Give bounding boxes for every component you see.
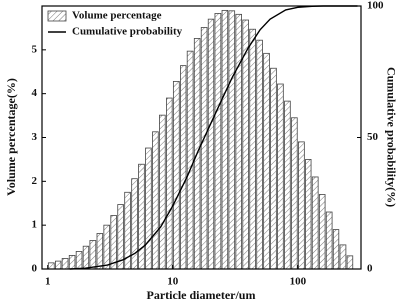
x-axis-title: Particle diameter/um (147, 288, 256, 302)
y2-tick-label: 50 (367, 131, 379, 143)
bar (249, 28, 256, 270)
y2-axis-title: Cumulative probability(%) (384, 67, 398, 207)
bar (263, 52, 270, 270)
bar (138, 163, 145, 270)
plot-area (47, 5, 358, 270)
bar (145, 147, 152, 270)
bar (298, 141, 305, 270)
bar (47, 262, 55, 270)
y-tick-label: 1 (32, 219, 38, 231)
legend-label: Cumulative probability (72, 26, 183, 38)
bar (228, 10, 236, 270)
x-tick-label: 100 (290, 276, 307, 288)
x-tick-label: 1 (45, 276, 51, 288)
bar (200, 27, 208, 270)
bar (172, 80, 180, 270)
bar (166, 97, 173, 270)
x-tick-label: 10 (167, 276, 179, 288)
y2-tick-label: 0 (367, 263, 373, 275)
bar (68, 255, 76, 270)
bar (235, 13, 242, 270)
bar (96, 233, 104, 270)
bar (186, 50, 194, 270)
y-tick-label: 3 (32, 131, 38, 143)
bar (305, 159, 312, 270)
bar (89, 240, 97, 270)
bar (339, 244, 347, 270)
bar (291, 117, 298, 270)
bar (221, 9, 229, 270)
bar (61, 258, 69, 270)
y-axis-title: Volume percentage(%) (4, 78, 18, 196)
bar (284, 100, 291, 270)
bar (311, 176, 319, 270)
cumulative-line (69, 5, 358, 270)
y-tick-label: 0 (32, 263, 38, 275)
legend-swatch (47, 10, 67, 22)
y-tick-label: 2 (32, 175, 38, 187)
bar (110, 215, 117, 270)
y-tick-label: 4 (32, 87, 38, 99)
legend-label: Volume percentage (72, 10, 162, 22)
bar (270, 67, 277, 270)
bar (180, 65, 187, 270)
bar (325, 211, 333, 270)
bar (318, 194, 326, 270)
bar (159, 114, 166, 270)
bar (346, 255, 354, 270)
bar (256, 39, 263, 270)
y-tick-label: 5 (32, 43, 38, 55)
bar (277, 83, 284, 270)
bar (131, 178, 138, 270)
y2-tick-label: 100 (367, 0, 384, 12)
bar (55, 260, 62, 270)
bar (332, 229, 340, 270)
bar (75, 251, 83, 270)
bar (214, 13, 222, 270)
bar (103, 224, 111, 270)
bar (152, 131, 159, 270)
bar (207, 18, 215, 270)
bar (82, 245, 90, 270)
